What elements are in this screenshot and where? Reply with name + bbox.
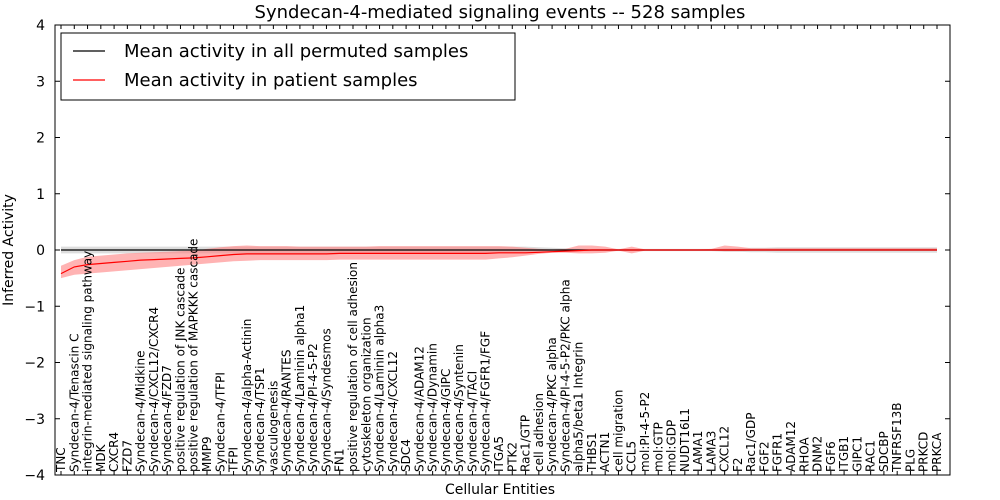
x-tick-label: SDCBP (877, 431, 891, 472)
y-tick-label: −4 (24, 468, 45, 484)
x-tick-label: mol:PI-4-5-P2 (638, 392, 652, 472)
y-tick-label: −2 (24, 356, 45, 372)
x-tick-label: Syndecan-4/Syndesmos (320, 328, 334, 472)
x-tick-label: cytoskeleton organization (359, 317, 373, 472)
x-tick-label: THBS1 (585, 432, 599, 473)
x-tick-label: Syndecan-4/TACI (466, 371, 480, 472)
x-tick-label: MDK (94, 443, 108, 472)
x-tick-label: Syndecan-4/Syntenin (452, 344, 466, 472)
x-tick-label: Syndecan-4/Tenascin C (67, 334, 81, 473)
x-tick-label: GIPC1 (850, 436, 864, 472)
x-tick-label: F2 (731, 457, 745, 472)
x-tick-label: mol:GDP (665, 420, 679, 472)
x-tick-label: TNFRSF13B (890, 402, 904, 473)
x-tick-label: Syndecan-4/GIPC (439, 369, 453, 472)
x-tick-label: mol:GTP (651, 422, 665, 472)
legend-label-permuted: Mean activity in all permuted samples (124, 41, 468, 62)
x-tick-label: DNM2 (811, 436, 825, 472)
y-tick-label: 2 (36, 131, 45, 147)
x-tick-label: FN1 (333, 448, 347, 472)
x-tick-label: CXCR4 (107, 432, 121, 472)
legend: Mean activity in all permuted samples Me… (60, 32, 516, 101)
x-tick-label: FGFR1 (771, 433, 785, 472)
x-tick-label: positive regulation of cell adhesion (346, 262, 360, 472)
x-tick-label: PRKCD (917, 432, 931, 472)
chart-title: Syndecan-4-mediated signaling events -- … (255, 2, 746, 23)
x-tick-label: PRKCA (930, 432, 944, 472)
x-tick-label: Syndecan-4/FGFR1/FGF (479, 331, 493, 472)
x-tick-label: LAMA1 (691, 431, 705, 472)
x-tick-label: Syndecan-4/ADAM12 (412, 346, 426, 472)
x-tick-label: ITGA5 (492, 436, 506, 472)
x-tick-label: PTK2 (505, 442, 519, 472)
x-tick-label: Syndecan-4/PI-4-5-P2 (306, 343, 320, 472)
x-tick-label: CXCL12 (718, 426, 732, 472)
x-tick-label: RHOA (797, 436, 811, 472)
x-tick-label: PLG (904, 449, 918, 472)
y-axis-label: Inferred Activity (1, 194, 17, 306)
line-series-1 (60, 249, 937, 275)
x-tick-label: Rac1/GTP (519, 415, 533, 472)
x-tick-label: ACTN1 (598, 432, 612, 472)
x-tick-label: Syndecan-4/Laminin alpha1 (293, 305, 307, 472)
x-tick-label: Syndecan-4/TFPI (213, 372, 227, 472)
x-tick-label: FGF2 (758, 441, 772, 472)
y-tick-label: −3 (24, 412, 45, 428)
x-tick-label: TNC (54, 447, 68, 473)
y-tick-label: 3 (36, 74, 45, 90)
x-tick-label: Syndecan-4/RANTES (280, 349, 294, 471)
series-lines (60, 249, 937, 275)
x-tick-label: Syndecan-4/alpha-Actinin (240, 319, 254, 472)
y-axis: 4 3 2 1 0 −1 −2 −3 −4 (24, 18, 950, 484)
x-tick-label: LAMA3 (704, 431, 718, 472)
x-tick-label: alpha5/beta1 Integrin (572, 342, 586, 472)
x-tick-label: RAC1 (864, 440, 878, 472)
x-tick-label: NUDT16L1 (678, 408, 692, 472)
legend-label-patient: Mean activity in patient samples (124, 70, 418, 91)
x-tick-label: ADAM12 (784, 421, 798, 472)
x-tick-label: Syndecan-4/PKC alpha (545, 337, 559, 472)
x-tick-label: positive regulation of JNK cascade (174, 268, 188, 472)
x-tick-label: Rac1/GDP (744, 413, 758, 472)
x-tick-label: Syndecan-4/Dynamin (426, 343, 440, 472)
x-tick-label: Syndecan-4/Midkine (134, 350, 148, 471)
x-tick-label: FGF6 (824, 441, 838, 472)
x-axis-label: Cellular Entities (445, 482, 555, 498)
x-tick-label: vasculogenesis (266, 381, 280, 472)
x-tick-label: Syndecan-4/CXCL12 (386, 351, 400, 472)
x-tick-label: TFPI (227, 447, 241, 473)
x-tick-label: CCL5 (625, 441, 639, 472)
x-tick-label: Syndecan-4/FZD7 (160, 365, 174, 472)
x-tick-label: ITGB1 (837, 436, 851, 472)
legend-box (60, 32, 516, 101)
x-tick-label: cell migration (612, 390, 626, 472)
x-tick-label: integrin-mediated signaling pathway (81, 251, 95, 472)
x-tick-label: MMP9 (200, 436, 214, 472)
x-tick-label: Syndecan-4/TSP1 (253, 367, 267, 472)
x-tick-label: Syndecan-4/PI-4-5-P2/PKC alpha (558, 279, 572, 472)
x-tick-label: FZD7 (120, 440, 134, 472)
x-tick-label: cell adhesion (532, 393, 546, 472)
x-tick-label: positive regulation of MAPKKK cascade (187, 239, 201, 472)
y-tick-label: 1 (36, 187, 45, 203)
x-tick-label: Syndecan-4/CXCL12/CXCR4 (147, 307, 161, 472)
x-tick-label: Syndecan-4/Laminin alpha3 (373, 305, 387, 472)
y-tick-label: 4 (36, 18, 45, 34)
y-tick-label: 0 (36, 243, 45, 259)
x-tick-label: SDC4 (399, 439, 413, 472)
y-tick-label: −1 (24, 299, 45, 315)
